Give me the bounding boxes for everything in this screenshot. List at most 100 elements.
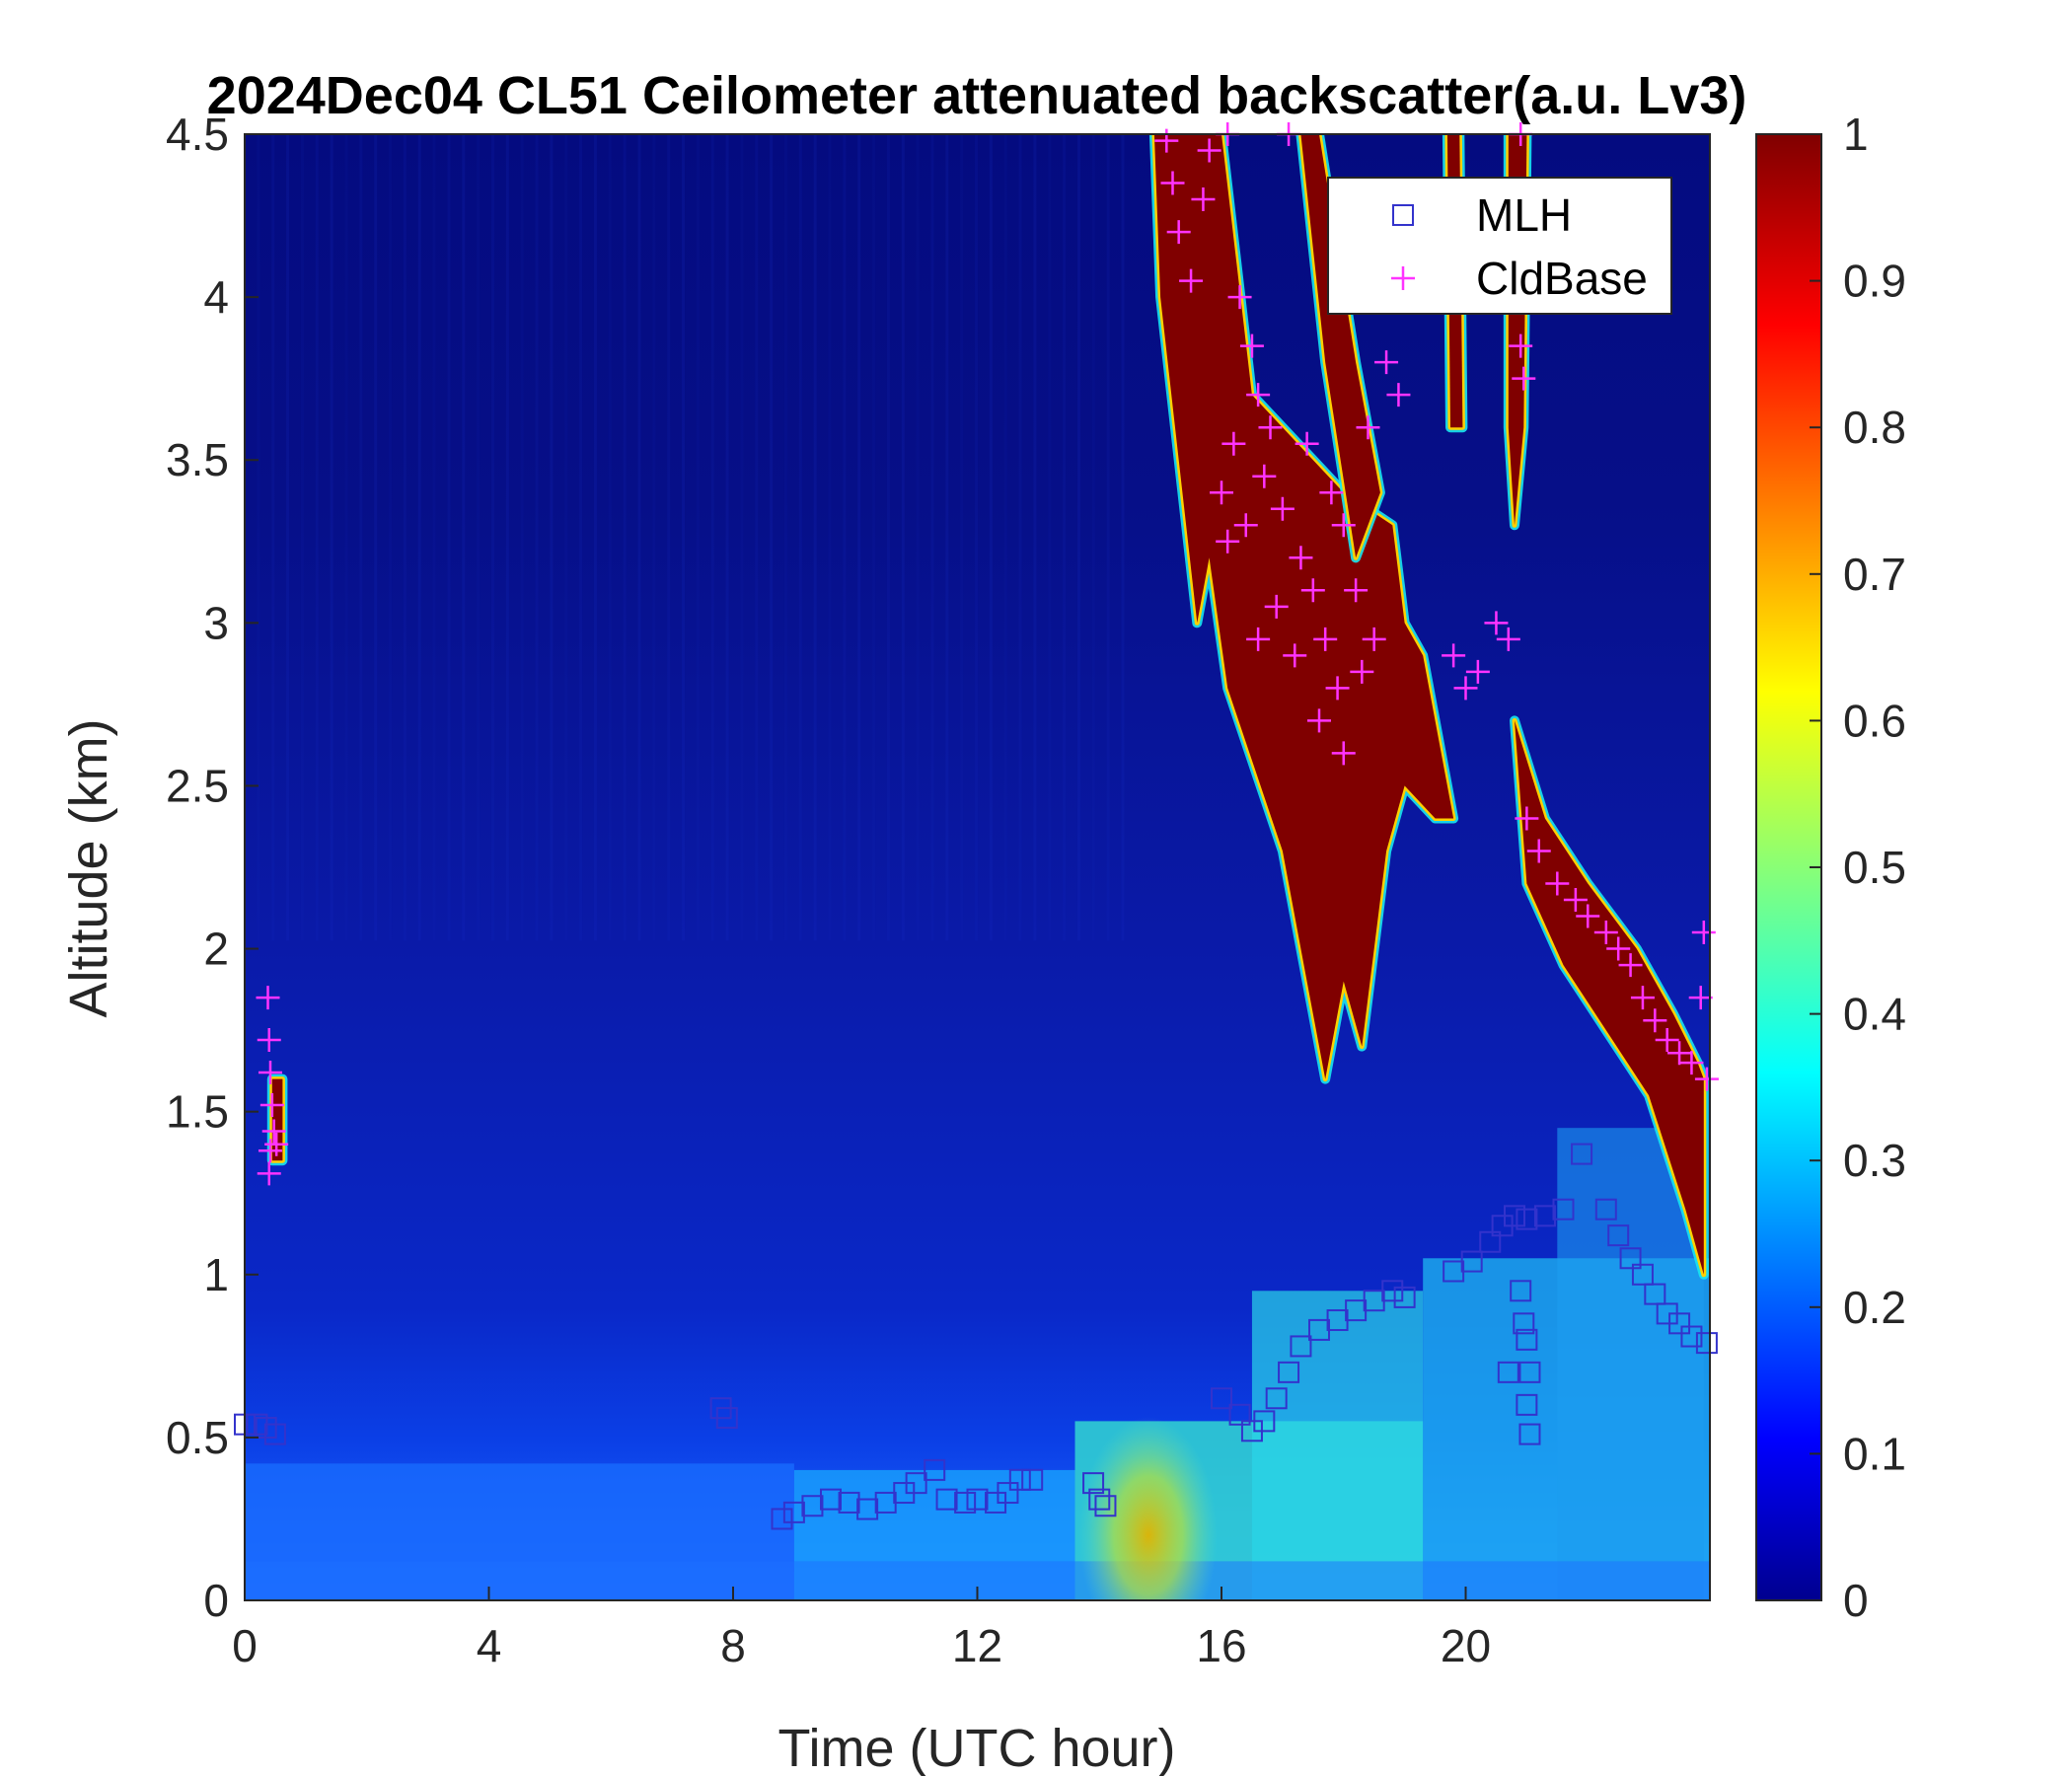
mlh-point — [1211, 1387, 1232, 1410]
noise-streak — [477, 134, 481, 941]
cldbase-point — [1515, 806, 1539, 831]
y-tick-label: 2 — [203, 924, 229, 975]
mlh-point — [1460, 1250, 1483, 1273]
plot-area — [234, 122, 1719, 1601]
cloud-region — [1300, 134, 1380, 558]
x-tick-label: 0 — [232, 1620, 258, 1671]
noise-streak — [637, 134, 641, 941]
cldbase-point — [1465, 659, 1490, 684]
noise-streak — [696, 134, 700, 941]
cldbase-point — [1356, 415, 1380, 440]
cldbase-point — [1179, 268, 1204, 293]
cldbase-point — [1166, 220, 1191, 245]
colorbar-tick-label: 0.5 — [1843, 842, 1906, 893]
cldbase-point — [1264, 594, 1289, 619]
mlh-point — [1552, 1198, 1575, 1221]
mlh-point — [1253, 1410, 1276, 1433]
noise-streak — [857, 134, 861, 941]
aerosol-band — [1251, 1291, 1424, 1600]
y-tick-label: 2.5 — [166, 760, 229, 811]
mlh-point — [715, 1407, 738, 1430]
noise-streak — [1076, 134, 1080, 941]
cldbase-point — [1509, 333, 1533, 358]
mlh-point — [1594, 1198, 1617, 1221]
noise-streak — [740, 134, 744, 941]
cldbase-point — [1643, 1008, 1667, 1033]
noise-streak — [1003, 134, 1007, 941]
mlh-point — [1497, 1361, 1519, 1383]
mlh-point — [1668, 1312, 1691, 1335]
mlh-point — [935, 1488, 958, 1511]
mlh-point — [782, 1501, 805, 1523]
noise-streak — [798, 134, 802, 941]
colorbar: 0 0.1 0.2 0.3 0.4 0.5 0.6 0.7 0.8 0.9 1 — [1755, 109, 1906, 1626]
cldbase-point — [1453, 676, 1478, 701]
colorbar-tick-label: 0.3 — [1843, 1135, 1906, 1186]
cldbase-point — [257, 1028, 281, 1053]
cldbase-point — [1691, 921, 1716, 945]
mlh-point — [1290, 1335, 1312, 1358]
mlh-point — [801, 1495, 824, 1517]
cloud-region — [1153, 134, 1454, 1079]
colorbar-tick-label: 0.1 — [1843, 1428, 1906, 1479]
noise-streak — [886, 134, 890, 941]
cldbase-point — [1295, 431, 1319, 456]
cldbase-point — [1512, 366, 1536, 391]
noise-streak — [1106, 134, 1110, 941]
colorbar-tick-label: 0.9 — [1843, 256, 1906, 307]
mlh-point — [1533, 1205, 1556, 1227]
cldbase-point — [1496, 627, 1520, 651]
mlh-point — [820, 1488, 842, 1511]
mlh-point — [263, 1423, 286, 1445]
legend-marker-mlh — [1392, 204, 1414, 226]
cldbase-point — [1216, 529, 1240, 554]
cldbase-point — [1252, 464, 1277, 488]
cldbase-point — [256, 986, 280, 1010]
noise-streak — [960, 134, 964, 941]
cldbase-point — [264, 1132, 289, 1156]
noise-streak — [916, 134, 920, 941]
cldbase-point — [1576, 904, 1600, 928]
legend-label: CldBase — [1476, 253, 1648, 304]
mlh-point — [856, 1498, 879, 1520]
noise-streak — [843, 134, 847, 941]
cldbase-point — [1210, 481, 1233, 505]
legend: MLH CldBase — [1327, 177, 1672, 315]
cldbase-point — [1688, 986, 1713, 1010]
noise-streak — [374, 134, 378, 941]
noise-streak — [300, 134, 304, 941]
mlh-point — [1008, 1468, 1031, 1491]
colorbar-tick-label: 1 — [1843, 109, 1869, 160]
cloud-regions — [266, 134, 1709, 1280]
mlh-point — [966, 1488, 989, 1511]
noise-streak — [447, 134, 451, 941]
mlh-point — [1228, 1403, 1251, 1426]
cldbase-point — [1606, 936, 1631, 961]
noise-streak — [710, 134, 714, 941]
mlh-point — [1631, 1263, 1654, 1286]
y-tick-label: 3.5 — [166, 434, 229, 485]
noise-streak — [608, 134, 612, 941]
noise-streak — [828, 134, 832, 941]
cldbase-point — [1246, 627, 1271, 651]
cldbase-point — [257, 1161, 281, 1186]
cldbase-point — [259, 1093, 284, 1118]
cldbase-point — [1545, 871, 1570, 896]
cldbase-point — [1246, 383, 1271, 407]
noise-streak — [1033, 134, 1037, 941]
cldbase-point — [1526, 839, 1551, 863]
noise-streak — [682, 134, 686, 941]
cldbase-point — [1618, 953, 1643, 978]
y-tick-label: 0 — [203, 1575, 229, 1626]
cldbase-point — [1331, 741, 1356, 766]
noise-streak — [1091, 134, 1095, 941]
noise-streak — [989, 134, 993, 941]
colorbar-tick-label: 0.2 — [1843, 1282, 1906, 1333]
mlh-series — [234, 1143, 1718, 1530]
mlh-point — [1088, 1488, 1111, 1511]
legend-label: MLH — [1476, 189, 1572, 241]
noise-streak — [725, 134, 729, 941]
cldbase-point — [1160, 171, 1185, 195]
x-tick-label: 16 — [1196, 1620, 1246, 1671]
